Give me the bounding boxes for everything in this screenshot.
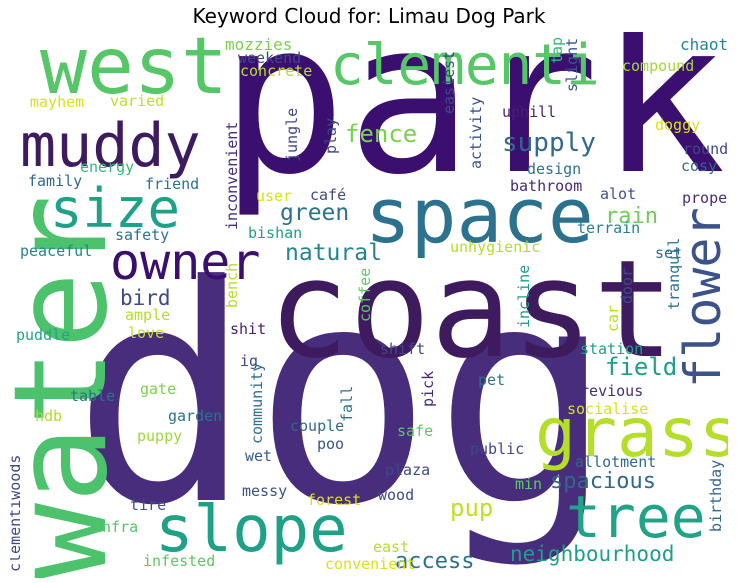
word-convenient: convenient [325,555,416,573]
word-ig: ig [240,352,259,370]
word-activity: activity [467,96,485,169]
word-slope: slope [155,493,348,567]
word-puppy: puppy [137,427,183,445]
word-puddle: puddle [16,326,71,344]
word-tire: tire [130,496,167,514]
word-easiest: easiest [440,50,458,114]
word-station: station [580,340,644,358]
word-weekend: weekend [238,49,302,67]
word-shift: shift [380,340,426,358]
word-access: access [395,549,475,574]
word-pup: pup [450,494,494,522]
word-safety: safety [115,226,170,244]
word-chaotic: chaotic [680,35,728,54]
word-energy: energy [80,158,135,176]
word-car: car [604,304,622,332]
word-compound: compound [622,57,695,75]
word-poo: poo [317,435,345,453]
word-plaza: plaza [385,461,431,479]
word-love: love [128,324,165,342]
word-muddy: muddy [20,111,201,181]
word-bathroom: bathroom [510,177,583,195]
word-ample: ample [125,306,171,324]
word-friend: friend [145,175,200,193]
word-family: family [28,172,83,190]
word-previous: previous [571,382,644,400]
word-pet: pet [478,371,506,389]
word-allotment: allotment [575,453,657,471]
word-tree: tree [566,483,706,551]
word-socialise: socialise [567,400,649,418]
word-coast: coast [268,231,675,388]
word-wet: wet [245,447,273,465]
word-table: table [70,387,116,405]
word-uphill: uphill [502,103,557,121]
chart-title: Keyword Cloud for: Limau Dog Park [192,4,546,28]
word-west: west [40,32,228,112]
word-spacious: spacious [550,469,656,494]
word-design: design [527,160,582,178]
word-public: public [470,440,525,458]
word-alot: alot [600,185,637,203]
word-gate: gate [140,380,177,398]
word-mayhem: mayhem [30,93,85,111]
word-bench: bench [223,262,241,308]
word-coffee: coffee [356,267,374,322]
word-unhygienic: unhygienic [450,238,541,256]
word-infested: infested [143,552,216,570]
word-min: min [515,475,543,493]
word-flower: flower [674,207,728,388]
word-rain: rain [605,204,658,229]
word-bird: bird [120,286,171,310]
word-neighbourhood: neighbourhood [510,542,675,566]
word-fence: fence [345,120,418,148]
word-green: green [280,200,350,226]
word-park: park [220,32,726,221]
word-couple: couple [290,417,345,435]
word-community: community [248,362,266,444]
word-supply: supply [502,128,596,158]
word-safe: safe [397,422,434,440]
word-size: size [50,177,181,240]
word-hdb: hdb [35,407,63,425]
word-concrete: concrete [240,62,313,80]
word-proper: proper [682,189,728,207]
word-wood: wood [378,486,415,504]
word-grass: grass [535,394,728,473]
word-clementi: clementi [330,33,600,98]
word-door: door [618,267,636,304]
word-jungle: jungle [283,107,301,162]
word-messy: messy [242,482,288,500]
word-bishan: bishan [248,224,303,242]
word-pick: pick [419,370,437,407]
word-owner: owner [110,233,261,291]
word-play: play [322,117,340,154]
word-round: round [683,140,728,158]
word-shit: shit [230,320,267,338]
word-peaceful: peaceful [20,242,93,260]
word-inconvenient: inconvenient [223,121,241,230]
word-varied: varied [110,92,165,110]
word-east: east [373,538,410,556]
word-forest: forest [307,491,362,509]
word-user: user [256,187,293,205]
word-garden: garden [168,407,223,425]
word-field: field [605,353,678,381]
word-tranquil: tranquil [665,237,683,310]
word-slight: slight [563,37,581,92]
word-cloud: dog park coast water west space clementi grass m… [10,32,728,578]
word-natural: natural [285,240,382,266]
word-cosy: cosy [681,157,718,175]
word-terrain: terrain [577,219,641,237]
word-space: space [365,171,594,260]
word-incline: incline [515,264,533,328]
word-doggy: doggy [655,116,701,134]
word-infra: infra [93,518,139,536]
word-mozzies: mozzies [225,35,293,54]
word-clementiwoods: clementiwoods [10,454,24,572]
word-dog: dog [72,222,614,571]
word-set: set [655,244,683,262]
word-birthday: birthday [707,459,725,532]
word-caf-: café [310,186,347,204]
